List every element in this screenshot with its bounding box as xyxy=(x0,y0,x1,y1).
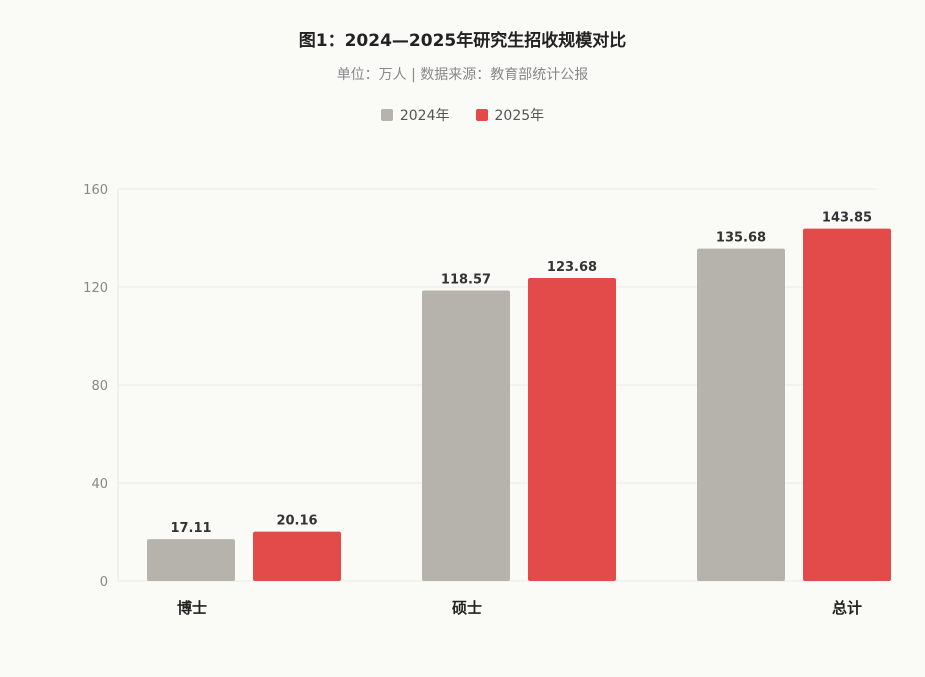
legend-label-2024: 2024年 xyxy=(399,108,450,124)
y-tick-label: 0 xyxy=(100,575,108,590)
x-category-label: 总计 xyxy=(832,599,862,617)
legend-swatch-2025 xyxy=(475,109,488,121)
y-tick-label: 160 xyxy=(83,183,108,198)
bar xyxy=(803,228,891,581)
bar xyxy=(528,277,616,581)
bar-value-label: 143.85 xyxy=(822,211,872,226)
bar-value-label: 123.68 xyxy=(547,260,597,275)
bar-value-label: 17.11 xyxy=(170,521,211,536)
bar xyxy=(697,248,785,582)
legend-label-2025: 2025年 xyxy=(494,108,545,124)
legend-item-2025[interactable]: 2025年 xyxy=(475,105,545,125)
chart-subtitle: 单位：万人 | 数据来源：教育部统计公报 xyxy=(336,67,589,83)
bar xyxy=(147,539,235,581)
x-category-label: 博士 xyxy=(177,599,207,617)
bar-value-label: 20.16 xyxy=(276,514,317,529)
y-tick-label: 40 xyxy=(91,477,108,492)
bar-value-label: 118.57 xyxy=(441,273,491,288)
bar xyxy=(253,531,341,581)
legend-swatch-2024 xyxy=(380,109,393,121)
y-tick-label: 80 xyxy=(91,379,108,394)
y-tick-label: 120 xyxy=(83,281,108,296)
legend: 2024年 2025年 xyxy=(0,105,925,125)
x-category-label: 硕士 xyxy=(452,599,482,617)
chart-title: 图1：2024—2025年研究生招收规模对比 xyxy=(298,31,627,51)
bar xyxy=(422,290,510,581)
legend-item-2024[interactable]: 2024年 xyxy=(380,105,450,125)
bar-value-label: 135.68 xyxy=(716,231,766,246)
